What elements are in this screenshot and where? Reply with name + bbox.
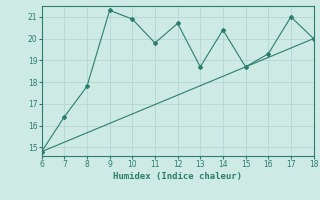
X-axis label: Humidex (Indice chaleur): Humidex (Indice chaleur) bbox=[113, 172, 242, 181]
